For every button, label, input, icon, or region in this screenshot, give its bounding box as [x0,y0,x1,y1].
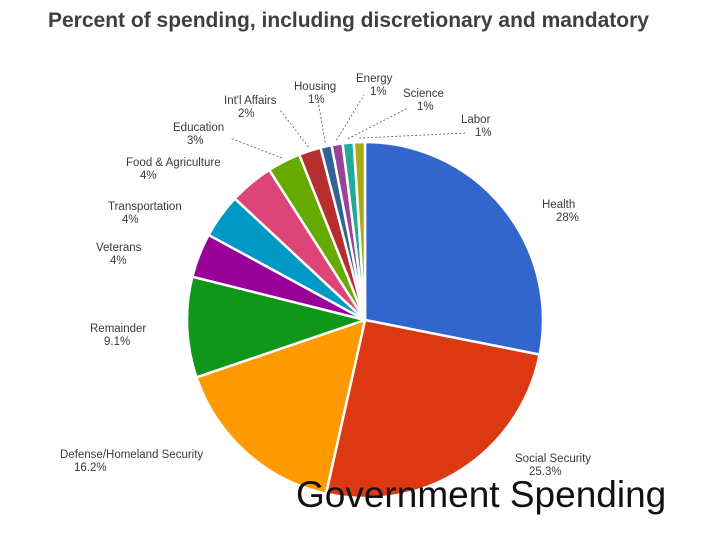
pie-slice-remainder [185,275,367,379]
pie-slice-social-security [324,318,541,500]
slice-label-name: Food & Agriculture [126,157,221,169]
leader-line [229,137,283,159]
leader-line [317,99,326,143]
slice-label-name: Transportation [108,201,182,213]
slice-label-name: Int'l Affairs [224,95,277,107]
slice-label-name: Housing [294,81,336,93]
slide-caption: Government Spending [296,474,667,515]
slice-label-name: Remainder [90,323,146,335]
leader-line [279,109,309,148]
slice-label-name: Science [403,88,444,100]
slice-label-value: 28% [556,212,579,224]
leader-line [359,132,467,139]
pie-slice-labor [352,140,367,322]
slice-label-value: 25.3% [529,466,562,478]
pie-slices [185,140,545,500]
slice-label-value: 16.2% [74,462,107,474]
slice-label-name: Education [173,122,224,134]
pie-slice-health [363,140,545,356]
slice-label-name: Energy [356,73,393,85]
slice-label-value: 4% [122,214,139,226]
slice-label-name: Defense/Homeland Security [60,449,203,461]
slice-label-value: 1% [475,127,492,139]
slice-label-name: Social Security [515,453,591,465]
chart-title: Percent of spending, including discretio… [48,9,649,32]
slice-label-value: 9.1% [104,336,130,348]
slice-label-name: Health [542,199,575,211]
slice-label-name: Labor [461,114,491,126]
leader-line [336,94,365,141]
slice-label-value: 1% [417,101,434,113]
slice-label-value: 4% [140,170,157,182]
slice-label-value: 2% [238,108,255,120]
slice-label-value: 1% [308,94,325,106]
slice-label-name: Veterans [96,242,142,254]
leader-line [347,107,409,140]
slice-label-value: 1% [370,86,387,98]
slice-label-value: 4% [110,255,127,267]
slice-label-value: 3% [187,135,204,147]
